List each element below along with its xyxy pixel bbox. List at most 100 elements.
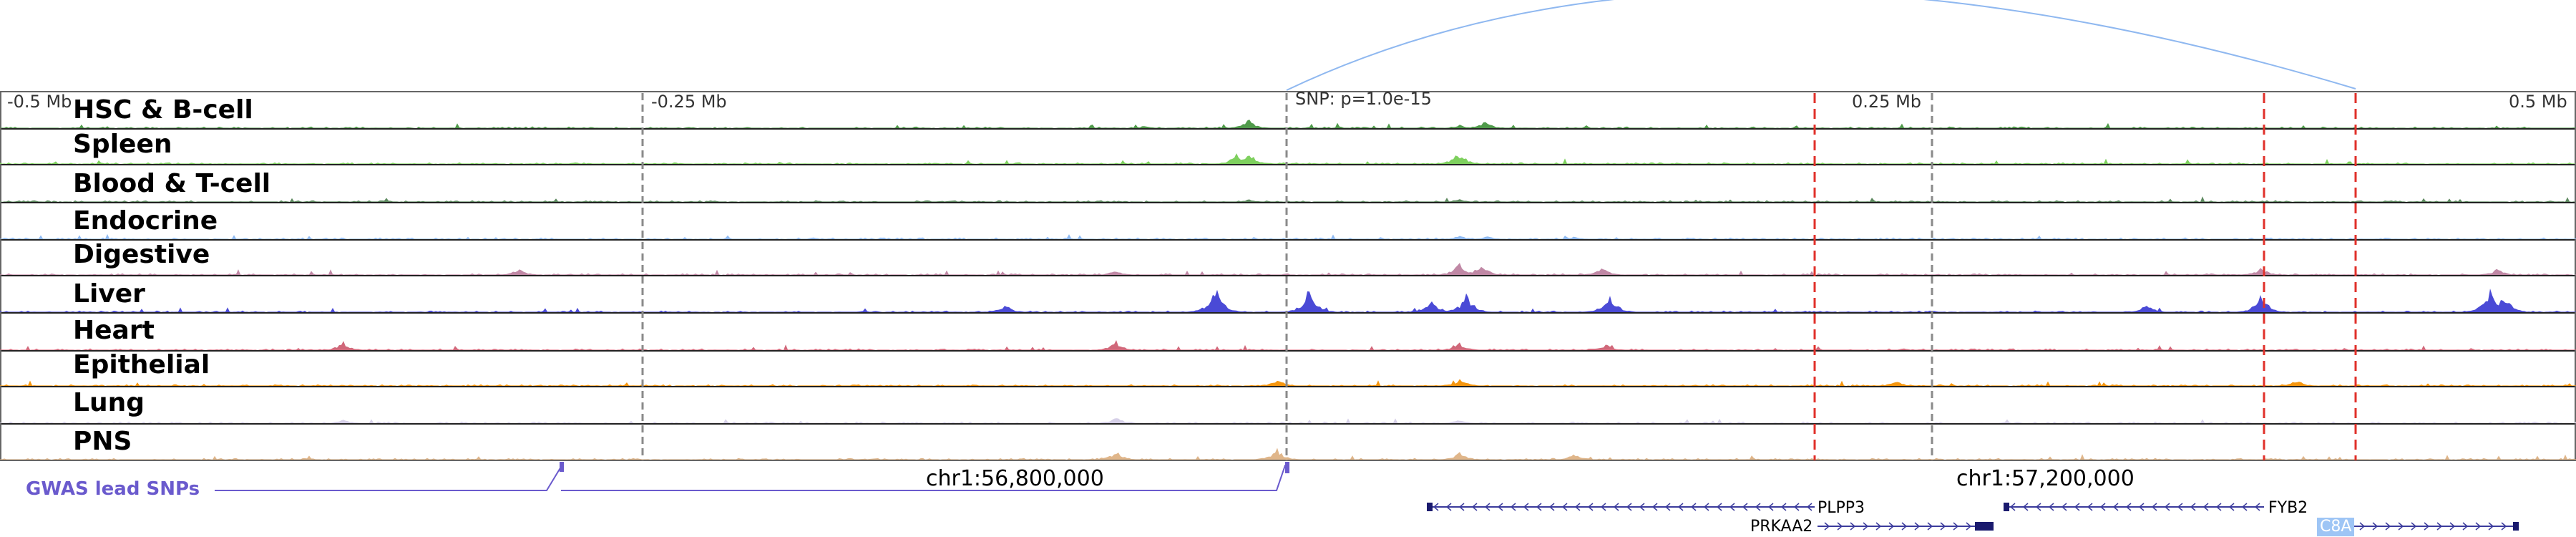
gene-fyb2-strand-arrow	[2035, 503, 2041, 511]
gene-plpp3-strand-arrow	[1600, 503, 1606, 511]
signal-8	[0, 418, 2576, 423]
gene-prkaa2-strand-arrow	[1966, 522, 1972, 531]
gene-fyb2-strand-arrow	[2254, 503, 2260, 511]
gene-prkaa2-strand-arrow	[1824, 522, 1830, 531]
gene-plpp3-strand-arrow	[1497, 503, 1503, 511]
gene-plpp3-strand-arrow	[1703, 503, 1709, 511]
track-label-heart: Heart	[73, 316, 155, 345]
coordinate-label-56800000: chr1:56,800,000	[926, 466, 1104, 491]
signal-9	[0, 448, 2576, 460]
signal-1	[0, 153, 2576, 164]
gene-plpp3-strand-arrow	[1471, 503, 1478, 511]
gene-prkaa2-strand-arrow	[1940, 522, 1946, 531]
gene-label-fyb2: FYB2	[2268, 499, 2308, 517]
scale-tick-0-25mb: 0.25 Mb	[1852, 92, 1922, 112]
gene-fyb2-strand-arrow	[2087, 503, 2093, 511]
gene-c8a-strand-arrow	[2449, 522, 2456, 531]
gene-prkaa2-exon	[1975, 522, 1994, 531]
gene-plpp3-strand-arrow	[1677, 503, 1684, 511]
scale-tick-minus-0-5mb: -0.5 Mb	[7, 92, 72, 112]
gene-plpp3-strand-arrow	[1574, 503, 1581, 511]
gene-fyb2-strand-arrow	[2099, 503, 2106, 511]
gene-plpp3-strand-arrow	[1729, 503, 1735, 511]
gene-plpp3-strand-arrow	[1639, 503, 1645, 511]
track-label-pns: PNS	[73, 427, 132, 456]
gene-plpp3-strand-arrow	[1780, 503, 1787, 511]
snp-highlight-arc	[1286, 0, 2356, 91]
track-label-digestive: Digestive	[73, 240, 210, 269]
gene-plpp3-strand-arrow	[1433, 503, 1439, 511]
gene-label-plpp3: PLPP3	[1818, 499, 1865, 517]
gene-prkaa2-strand-arrow	[1863, 522, 1869, 531]
gene-fyb2-strand-arrow	[2190, 503, 2196, 511]
snp-pvalue-label: SNP: p=1.0e-15	[1295, 89, 1432, 109]
gene-fyb2-strand-arrow	[2215, 503, 2222, 511]
gene-plpp3-strand-arrow	[1767, 503, 1774, 511]
gene-plpp3-strand-arrow	[1793, 503, 1800, 511]
gene-fyb2-strand-arrow	[2061, 503, 2067, 511]
gene-plpp3-strand-arrow	[1510, 503, 1516, 511]
gwas-connector-1	[215, 466, 564, 491]
signal-0	[0, 120, 2576, 128]
gene-c8a-exon	[2513, 522, 2519, 531]
coordinate-label-57200000: chr1:57,200,000	[1956, 466, 2135, 491]
gene-plpp3-strand-arrow	[1626, 503, 1632, 511]
gene-fyb2-strand-arrow	[2228, 503, 2235, 511]
gene-fyb2-strand-arrow	[2022, 503, 2029, 511]
gene-plpp3-strand-arrow	[1587, 503, 1594, 511]
gene-plpp3-strand-arrow	[1652, 503, 1658, 511]
gene-plpp3-exon	[1427, 503, 1433, 511]
gene-c8a-strand-arrow	[2462, 522, 2469, 531]
track-label-liver: Liver	[73, 279, 145, 309]
gene-prkaa2-strand-arrow	[1914, 522, 1921, 531]
track-label-epithelial: Epithelial	[73, 350, 210, 379]
gene-plpp3-strand-arrow	[1523, 503, 1529, 511]
gene-plpp3-strand-arrow	[1664, 503, 1671, 511]
gene-c8a-strand-arrow	[2411, 522, 2417, 531]
track-label-lung: Lung	[73, 388, 145, 417]
gene-plpp3-strand-arrow	[1755, 503, 1761, 511]
track-label-endocrine: Endocrine	[73, 206, 218, 236]
gene-plpp3-strand-arrow	[1445, 503, 1452, 511]
signal-3	[0, 233, 2576, 239]
gene-fyb2-strand-arrow	[2125, 503, 2132, 511]
gene-prkaa2-strand-arrow	[1837, 522, 1843, 531]
gene-c8a-strand-arrow	[2372, 522, 2379, 531]
gene-plpp3-strand-arrow	[1548, 503, 1555, 511]
gene-plpp3-strand-arrow	[1613, 503, 1619, 511]
gene-fyb2-strand-arrow	[2241, 503, 2248, 511]
gene-fyb2-strand-arrow	[2164, 503, 2170, 511]
gene-c8a-strand-arrow	[2436, 522, 2443, 531]
gene-plpp3-strand-arrow	[1742, 503, 1748, 511]
gene-prkaa2-strand-arrow	[1953, 522, 1959, 531]
gene-fyb2-strand-arrow	[2202, 503, 2209, 511]
gene-plpp3-strand-arrow	[1536, 503, 1542, 511]
scale-tick-minus-0-25mb: -0.25 Mb	[651, 92, 727, 112]
signal-5	[0, 289, 2576, 312]
gene-prkaa2-strand-arrow	[1850, 522, 1856, 531]
gene-c8a-strand-arrow	[2501, 522, 2507, 531]
track-label-hsc-b-cell: HSC & B-cell	[73, 95, 253, 125]
gene-fyb2-strand-arrow	[2138, 503, 2145, 511]
gene-c8a-strand-arrow	[2424, 522, 2430, 531]
gene-c8a-strand-arrow	[2398, 522, 2404, 531]
scale-tick-0-5mb: 0.5 Mb	[2509, 92, 2567, 112]
signal-2	[0, 196, 2576, 202]
gene-prkaa2-strand-arrow	[1888, 522, 1895, 531]
gene-fyb2-strand-arrow	[2074, 503, 2080, 511]
gene-c8a-strand-arrow	[2359, 522, 2366, 531]
gene-prkaa2-strand-arrow	[1875, 522, 1882, 531]
gene-plpp3-strand-arrow	[1458, 503, 1465, 511]
gene-fyb2-strand-arrow	[2112, 503, 2119, 511]
gene-plpp3-strand-arrow	[1690, 503, 1697, 511]
track-label-blood-t-cell: Blood & T-cell	[73, 169, 271, 198]
gene-fyb2-strand-arrow	[2048, 503, 2054, 511]
gwas-snp-marker-2	[1285, 462, 1289, 473]
gene-plpp3-strand-arrow	[1561, 503, 1568, 511]
signal-7	[0, 379, 2576, 386]
gene-plpp3-strand-arrow	[1484, 503, 1491, 511]
gene-fyb2-strand-arrow	[2151, 503, 2157, 511]
gwas-snp-marker-1	[560, 462, 564, 472]
